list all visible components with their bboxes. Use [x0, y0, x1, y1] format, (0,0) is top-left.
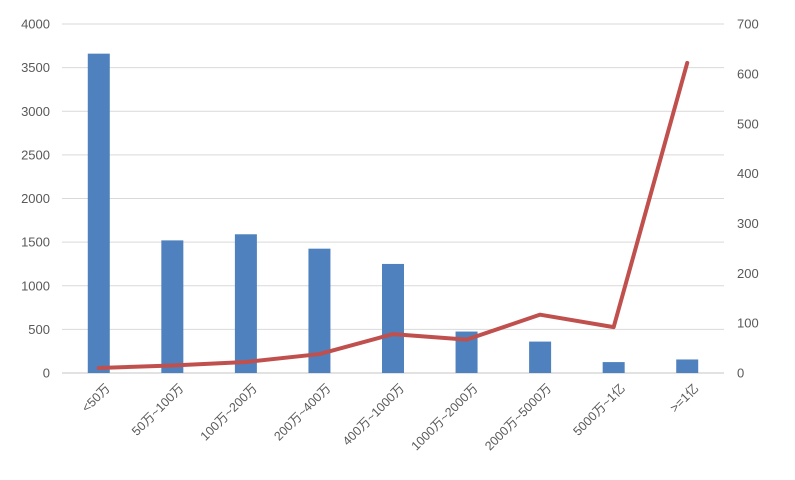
- left-axis-tick-label: 4000: [21, 17, 50, 32]
- right-axis-tick-label: 700: [737, 17, 759, 32]
- bar: [455, 331, 478, 373]
- right-axis-tick-label: 200: [737, 266, 759, 281]
- left-axis-tick-label: 1000: [21, 278, 50, 293]
- bar: [602, 362, 625, 373]
- bar: [308, 248, 331, 373]
- bar: [382, 263, 404, 373]
- category-label: 2000万~5000万: [482, 381, 554, 453]
- left-axis-tick-label: 2000: [21, 191, 50, 206]
- right-axis-tick-label: 600: [737, 66, 759, 81]
- category-label: 50万~100万: [129, 381, 186, 438]
- category-label: 100万~200万: [198, 381, 260, 443]
- left-axis-tick-label: 3500: [21, 60, 50, 75]
- left-axis-tick-label: 1500: [21, 235, 50, 250]
- right-axis-tick-label: 0: [737, 366, 744, 381]
- right-axis-tick-label: 100: [737, 316, 759, 331]
- category-label: 5000万~1亿: [570, 381, 628, 439]
- category-label: 400万~1000万: [340, 381, 407, 448]
- bar: [234, 234, 257, 373]
- category-label: 1000万~2000万: [409, 381, 481, 453]
- right-axis-tick-label: 400: [737, 166, 759, 181]
- category-label: >=1亿: [667, 381, 702, 416]
- category-label: 200万~400万: [271, 381, 333, 443]
- bar: [529, 341, 552, 373]
- left-axis-tick-label: 2500: [21, 147, 50, 162]
- bar: [161, 240, 184, 373]
- bar: [676, 359, 699, 373]
- left-axis-tick-label: 3000: [21, 104, 50, 119]
- right-axis-tick-label: 300: [737, 216, 759, 231]
- category-label: <50万: [79, 381, 113, 415]
- right-axis-tick-label: 500: [737, 116, 759, 131]
- left-axis-tick-label: 500: [28, 322, 50, 337]
- left-axis-tick-label: 0: [43, 366, 50, 381]
- line-series: [96, 60, 690, 371]
- bar: [87, 53, 110, 373]
